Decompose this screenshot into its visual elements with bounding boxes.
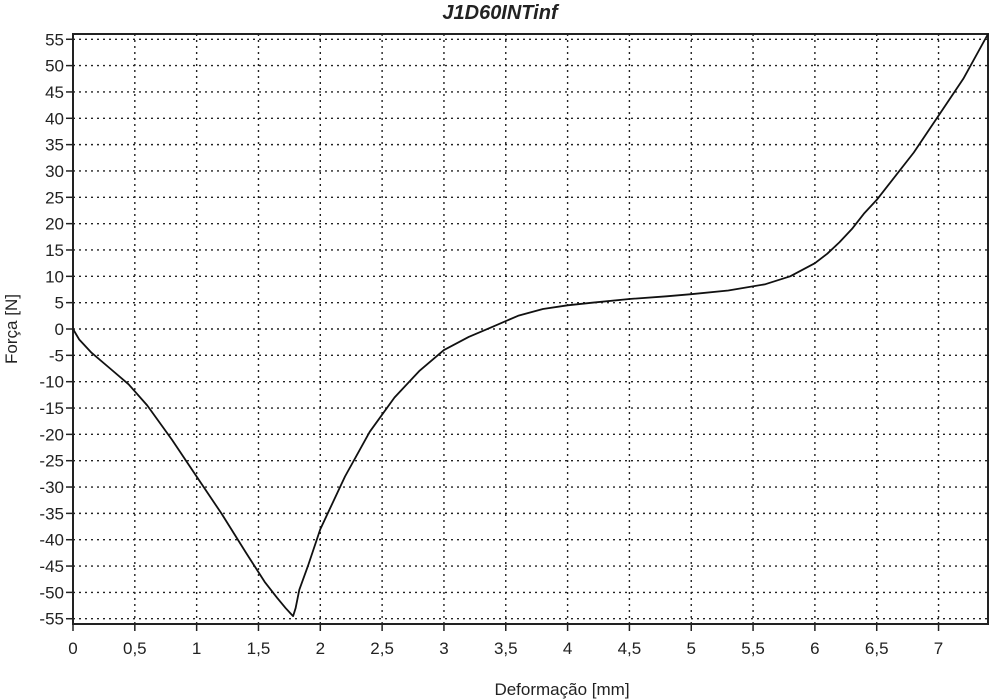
y-tick-label: -55 [39,610,64,629]
y-tick-label: 35 [45,136,64,155]
chart-title: J1D60INTinf [442,2,560,24]
x-tick-label: 5,5 [741,639,765,658]
y-tick-label: -25 [39,452,64,471]
series-layer [72,33,989,617]
y-tick-label: 50 [45,57,64,76]
axis-ticks [66,38,940,631]
y-tick-label: 5 [55,294,64,313]
x-tick-label: 1 [192,639,201,658]
y-tick-label: 15 [45,241,64,260]
x-tick-label: 3 [439,639,448,658]
x-tick-label: 5 [687,639,696,658]
y-axis-label: Força [N] [2,294,21,364]
y-tick-label: 30 [45,162,64,181]
y-tick-label: 25 [45,188,64,207]
y-tick-label: -5 [49,346,64,365]
y-tick-label: 10 [45,267,64,286]
y-tick-label: 20 [45,215,64,234]
y-tick-label: -50 [39,583,64,602]
x-tick-label: 6,5 [865,639,889,658]
x-tick-label: 4,5 [618,639,642,658]
y-tick-label: 0 [55,320,64,339]
x-axis-label: Deformação [mm] [494,680,629,699]
x-tick-label: 1,5 [247,639,271,658]
grid [73,34,988,624]
x-tick-labels: 0 0,5 1 1,5 2 2,5 3 3,5 4 4,5 5 5,5 6 6,5 7 [68,639,943,658]
y-tick-labels: 5550454035302520151050-5-10-15-20-25-30-… [39,30,64,628]
y-tick-label: 45 [45,83,64,102]
x-tick-label: 4 [563,639,572,658]
x-tick-label: 3,5 [494,639,518,658]
y-tick-label: -45 [39,557,64,576]
y-tick-label: 40 [45,109,64,128]
y-tick-label: -40 [39,531,64,550]
x-tick-label: 2 [316,639,325,658]
series-line [72,33,989,617]
y-tick-label: -20 [39,425,64,444]
x-tick-label: 7 [934,639,943,658]
y-tick-label: -15 [39,399,64,418]
x-tick-label: 0,5 [123,639,147,658]
y-tick-label: 55 [45,30,64,49]
y-tick-label: -30 [39,478,64,497]
y-tick-label: -35 [39,504,64,523]
x-tick-label: 0 [68,639,77,658]
x-tick-label: 6 [810,639,819,658]
x-tick-label: 2,5 [370,639,394,658]
y-tick-label: -10 [39,373,64,392]
